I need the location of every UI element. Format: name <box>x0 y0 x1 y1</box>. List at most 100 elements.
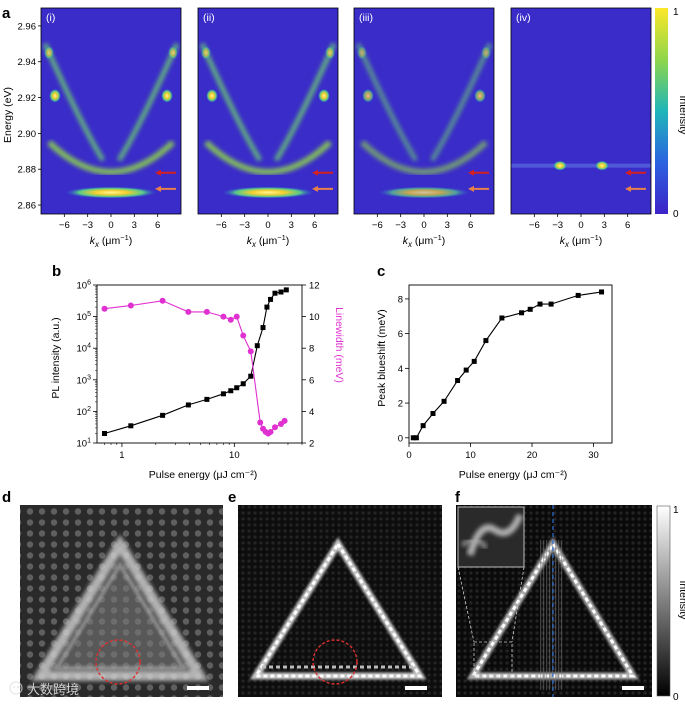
chart-b-yright-tick-label: 10 <box>309 312 320 323</box>
x-tick-label: −6 <box>216 220 227 231</box>
chart-b-point-pl <box>185 402 191 408</box>
chart-c-point <box>471 358 477 364</box>
band-spot <box>201 45 211 60</box>
chart-c: Peak blueshift (meV) Pulse energy (μJ cm… <box>376 284 613 481</box>
chart-b-frame <box>96 284 303 444</box>
panel-a-colorbar-label: Intensity <box>677 95 685 135</box>
chart-c-y-tick-label: 4 <box>398 364 403 375</box>
x-tick-label: 0 <box>578 220 583 231</box>
band-right-branch <box>273 42 337 162</box>
band-spot <box>206 88 218 103</box>
chart-b-point-pl <box>160 412 166 418</box>
panel-a-arrow-lower <box>468 185 489 192</box>
arrow-head <box>312 169 318 176</box>
subpanel-background <box>198 8 338 214</box>
x-tick-label: −6 <box>529 220 540 231</box>
chart-b-point-linewidth <box>220 313 227 320</box>
chart-c-x-tick-label: 0 <box>406 450 411 461</box>
chart-c-y-tick-label: 6 <box>398 329 403 340</box>
subpanel-label: (iii) <box>359 12 373 24</box>
chart-b-point-pl <box>272 290 278 296</box>
band-spot <box>44 45 54 60</box>
chart-b-point-pl <box>254 343 260 349</box>
panel-label-f: f <box>455 489 461 506</box>
chart-b-series-line <box>104 300 285 435</box>
band-spot <box>481 45 491 60</box>
chart-c-x-tick-label: 20 <box>527 450 538 461</box>
x-tick-label: 0 <box>421 220 426 231</box>
band-ground-state <box>221 186 315 199</box>
arrow-head <box>625 169 631 176</box>
panel-a-colorbar <box>655 8 668 214</box>
panel-a-arrow-upper <box>155 169 176 176</box>
panel-f-inset <box>457 506 525 568</box>
chart-b-point-linewidth <box>127 302 134 309</box>
chart-c-point <box>413 435 419 441</box>
band-parabola <box>359 140 489 175</box>
y-tick-label: 2.88 <box>18 165 37 176</box>
band-left-branch <box>42 42 106 162</box>
chart-c-x-tick-label: 10 <box>465 450 476 461</box>
x-axis-label: kx (μm−1) <box>90 233 133 249</box>
band-parabola <box>46 140 176 175</box>
chart-b-point-linewidth <box>267 428 274 435</box>
panel-a-colorbar-max: 1 <box>673 7 679 18</box>
chart-c-point <box>575 292 581 298</box>
chart-b-point-pl <box>220 391 226 397</box>
chart-b-point-pl <box>234 385 240 391</box>
condensate-spot <box>595 160 609 171</box>
panel-a-arrow-lower <box>312 185 333 192</box>
subpanel-background <box>41 8 181 214</box>
panel-a-arrow-lower <box>625 185 646 192</box>
panel-f-colorbar-max: 1 <box>673 505 679 516</box>
chart-b-point-pl <box>248 373 254 379</box>
subpanel-background <box>354 8 494 214</box>
chart-b-yleft-tick-label: 105 <box>77 311 92 323</box>
condensate-line <box>511 163 651 168</box>
chart-c-frame <box>408 284 613 444</box>
chart-b-yright-tick-label: 8 <box>309 344 314 355</box>
panel-label-c: c <box>377 263 385 280</box>
panel-a-ylabel: Energy (eV) <box>2 87 14 143</box>
y-tick-label: 2.90 <box>18 129 37 140</box>
subpanel-label: (i) <box>46 12 55 24</box>
band-spot <box>357 45 367 60</box>
x-axis-label: kx (μm−1) <box>560 233 603 249</box>
y-tick-label: 2.94 <box>18 57 37 68</box>
chart-c-point <box>499 315 505 321</box>
panel-d-highlight-circle <box>95 639 141 685</box>
band-right-branch <box>429 42 493 162</box>
panel-f-colorbar-label: Intensity <box>677 580 685 620</box>
arrow-head <box>468 169 474 176</box>
subpanel-label: (ii) <box>203 12 215 24</box>
chart-b-point-pl <box>283 287 289 293</box>
x-tick-label: −3 <box>395 220 406 231</box>
x-tick-label: 3 <box>289 220 294 231</box>
chart-b-point-linewidth <box>185 308 192 315</box>
y-tick-label: 2.86 <box>18 201 37 212</box>
x-tick-label: 3 <box>602 220 607 231</box>
chart-c-ylabel: Peak blueshift (meV) <box>376 309 388 406</box>
chart-c-point <box>441 398 447 404</box>
x-axis-label: kx (μm−1) <box>403 233 446 249</box>
chart-c-point <box>483 338 489 344</box>
chart-b-point-pl <box>278 289 284 295</box>
chart-b-point-linewidth <box>281 417 288 424</box>
panel-e-highlight-circle <box>312 639 358 685</box>
chart-b-ylabel-left: PL intensity (a.u.) <box>50 317 62 398</box>
x-tick-label: −6 <box>59 220 70 231</box>
chart-c-point <box>537 301 543 307</box>
chart-b-x-tick-label: 1 <box>119 450 124 461</box>
panel-a-arrow-lower <box>155 185 176 192</box>
chart-c-point <box>548 301 554 307</box>
chart-b-point-pl <box>264 304 270 310</box>
chart-b-point-linewidth <box>240 332 247 339</box>
chart-b-point-linewidth <box>159 297 166 304</box>
band-parabola <box>203 140 333 175</box>
watermark-text: 大数跨境 <box>27 682 79 697</box>
arrow-head <box>625 185 631 192</box>
panel-label-d: d <box>2 489 11 506</box>
arrow-head <box>155 169 161 176</box>
x-tick-label: −3 <box>552 220 563 231</box>
